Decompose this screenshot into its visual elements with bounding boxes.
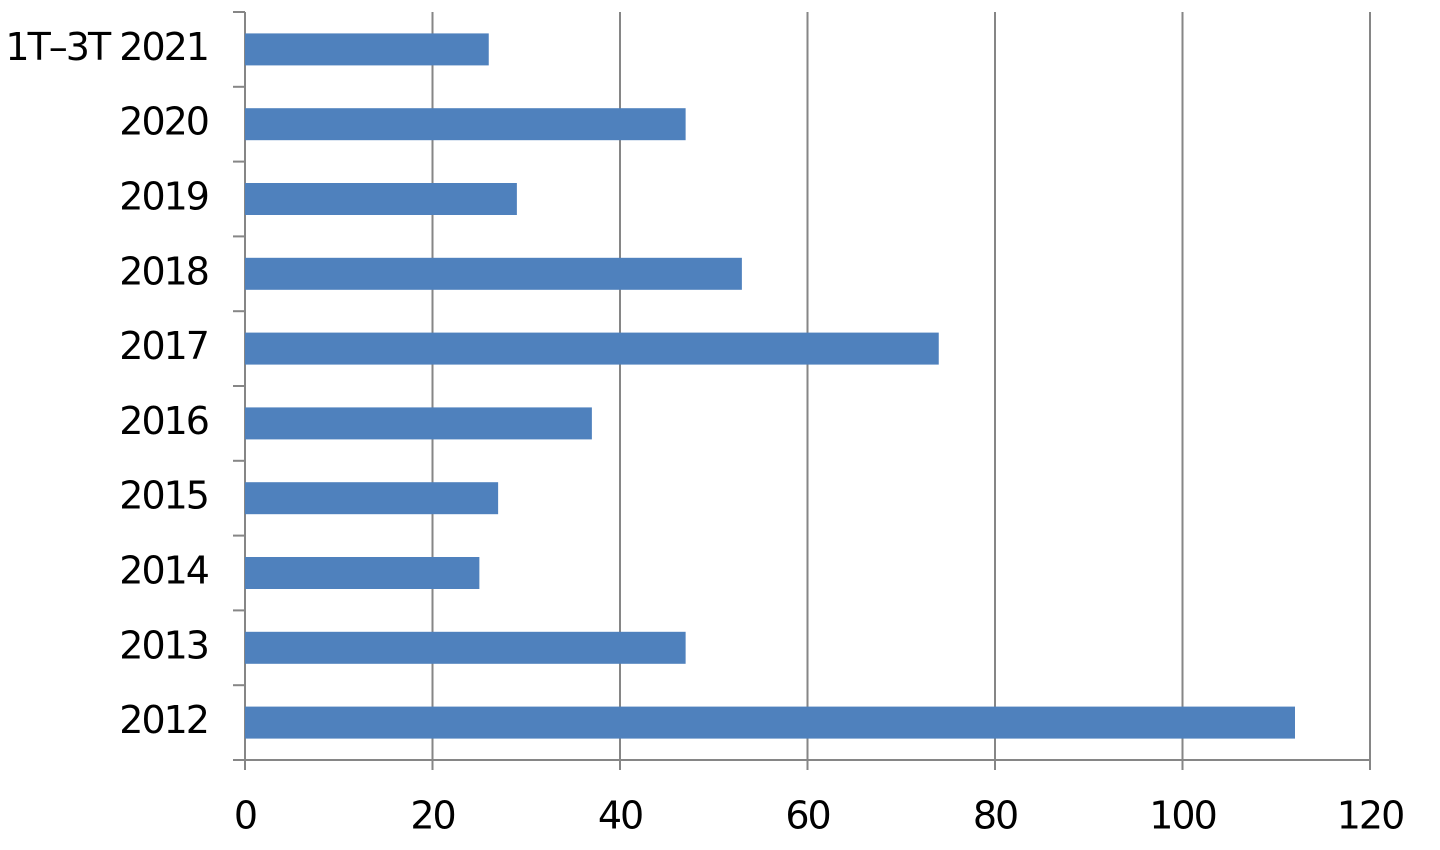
y-tick-label: 2020 [119, 100, 208, 144]
x-tick-label: 80 [973, 794, 1017, 838]
bar [245, 407, 592, 440]
y-tick-label: 2012 [119, 698, 208, 742]
y-tick-label: 2016 [119, 399, 208, 443]
bar [245, 257, 742, 290]
y-tick-label: 2013 [119, 623, 208, 667]
y-tick-label: 2014 [119, 549, 209, 593]
bar [245, 183, 517, 215]
x-tick-label: 60 [785, 794, 829, 838]
bar [245, 557, 480, 589]
x-tick-label: 0 [234, 794, 256, 838]
y-tick-label: 2017 [119, 324, 208, 368]
x-tick-label: 100 [1149, 794, 1216, 838]
bar [245, 482, 499, 515]
y-tick-label: 2019 [119, 175, 208, 219]
y-tick-label: 1T–3T 2021 [5, 25, 208, 69]
x-tick-label: 120 [1337, 794, 1404, 838]
bar [245, 108, 686, 141]
bar [245, 332, 939, 365]
x-tick-label: 40 [598, 794, 642, 838]
bar [245, 706, 1295, 739]
x-tick-label: 20 [410, 794, 454, 838]
y-tick-label: 2018 [119, 249, 208, 293]
bar [245, 33, 489, 66]
bar [245, 631, 686, 664]
y-tick-label: 2015 [119, 474, 208, 518]
